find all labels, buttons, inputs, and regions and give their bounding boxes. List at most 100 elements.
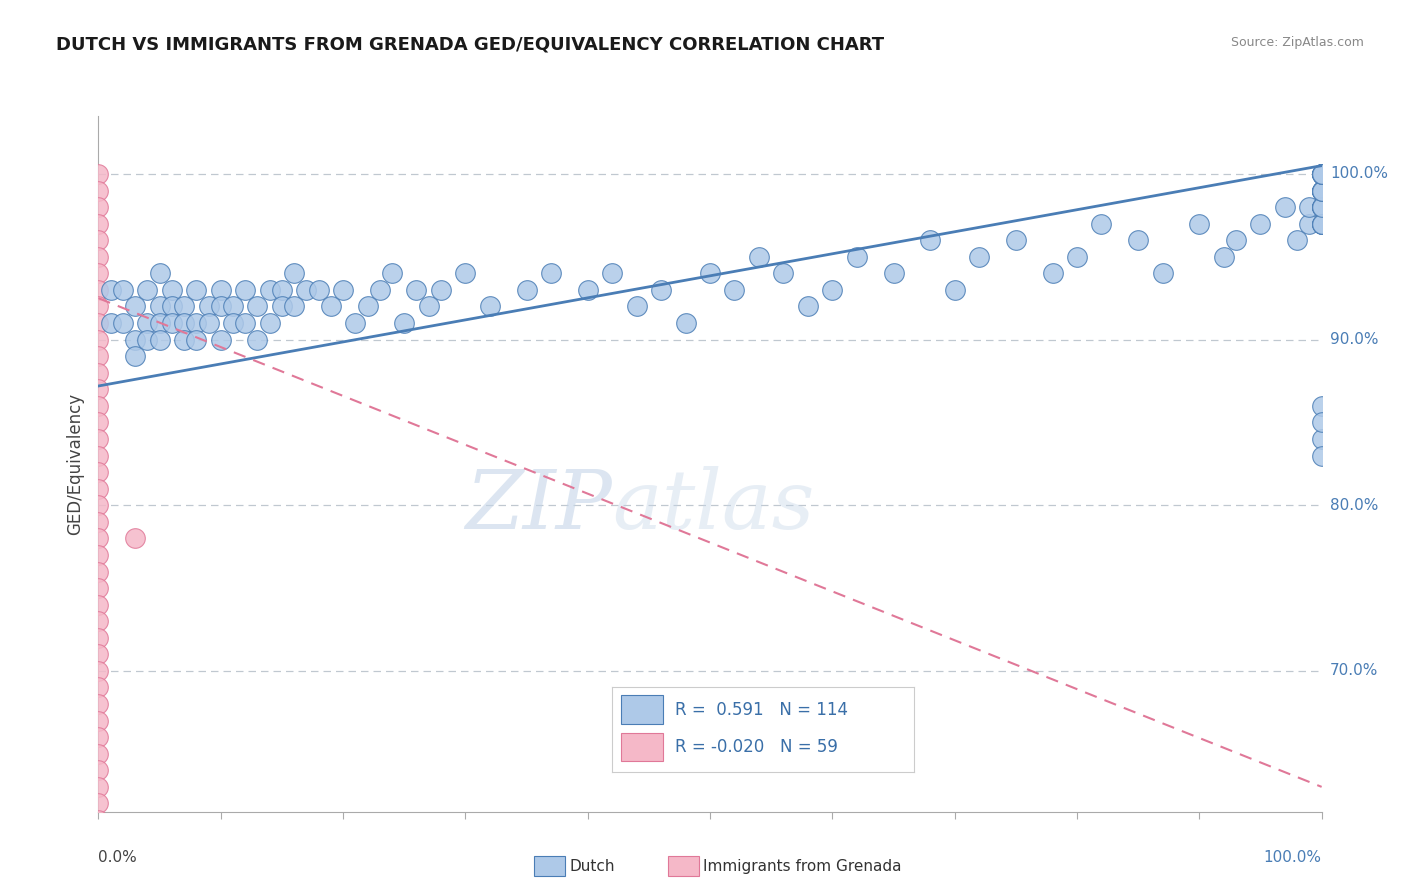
Point (1249, 217, 1271, 231)
Point (283, 266, 305, 280)
Point (797, 300, 820, 314)
Point (160, 316, 183, 330)
Point (478, 300, 501, 314)
Point (149, 300, 172, 314)
Point (650, 283, 672, 297)
Text: 90.0%: 90.0% (1330, 332, 1378, 347)
Point (149, 333, 172, 347)
Point (246, 333, 269, 347)
Point (100, 283, 122, 297)
Point (87, 681, 110, 695)
Point (821, 283, 844, 297)
Point (1310, 184, 1333, 198)
Point (87, 316, 110, 330)
Point (1310, 184, 1333, 198)
Point (197, 316, 219, 330)
Point (344, 316, 367, 330)
Point (87, 846, 110, 860)
Point (883, 266, 905, 280)
Point (1042, 266, 1064, 280)
Point (1298, 200, 1320, 214)
Point (1310, 167, 1333, 181)
Point (430, 283, 453, 297)
Point (136, 333, 159, 347)
Point (233, 283, 256, 297)
Text: 70.0%: 70.0% (1330, 664, 1378, 679)
Point (845, 250, 868, 264)
Point (1310, 200, 1333, 214)
Point (209, 300, 232, 314)
Point (100, 316, 122, 330)
Text: DUTCH VS IMMIGRANTS FROM GRENADA GED/EQUIVALENCY CORRELATION CHART: DUTCH VS IMMIGRANTS FROM GRENADA GED/EQU… (56, 36, 884, 54)
Point (540, 266, 562, 280)
Point (283, 300, 305, 314)
Point (1310, 184, 1333, 198)
Point (197, 300, 219, 314)
Point (87, 217, 110, 231)
Point (87, 880, 110, 892)
Text: 100.0%: 100.0% (1264, 850, 1322, 865)
Point (392, 316, 416, 330)
Point (1310, 217, 1333, 231)
Point (1310, 184, 1333, 198)
Point (87, 664, 110, 678)
Point (173, 300, 195, 314)
Point (87, 432, 110, 446)
Point (246, 300, 269, 314)
Point (87, 233, 110, 247)
Point (87, 532, 110, 546)
Point (1310, 167, 1333, 181)
Text: 80.0%: 80.0% (1330, 498, 1378, 513)
Point (87, 266, 110, 280)
Point (87, 730, 110, 744)
Point (1188, 217, 1211, 231)
Point (160, 300, 183, 314)
Point (967, 250, 990, 264)
Point (699, 266, 721, 280)
Point (87, 565, 110, 579)
Point (87, 482, 110, 496)
Point (748, 250, 770, 264)
Point (1310, 167, 1333, 181)
Point (1310, 167, 1333, 181)
Point (233, 316, 256, 330)
Y-axis label: GED/Equivalency: GED/Equivalency (66, 392, 84, 535)
Point (87, 349, 110, 363)
Point (332, 283, 354, 297)
Text: Immigrants from Grenada: Immigrants from Grenada (703, 859, 901, 873)
Point (1310, 200, 1333, 214)
Point (87, 813, 110, 827)
Point (124, 300, 146, 314)
Point (87, 747, 110, 761)
Point (149, 316, 172, 330)
Point (368, 283, 391, 297)
Point (87, 697, 110, 711)
Point (186, 316, 208, 330)
Point (186, 333, 208, 347)
Bar (620, 732, 664, 762)
Point (1298, 217, 1320, 231)
Point (111, 316, 134, 330)
Point (87, 382, 110, 396)
Text: 100.0%: 100.0% (1330, 167, 1388, 181)
Point (87, 714, 110, 728)
Point (124, 532, 146, 546)
Point (1310, 184, 1333, 198)
Point (160, 283, 183, 297)
Point (87, 764, 110, 778)
Point (454, 266, 477, 280)
Point (87, 465, 110, 479)
Point (87, 250, 110, 264)
Point (626, 300, 648, 314)
Point (1310, 167, 1333, 181)
Point (173, 333, 195, 347)
Point (87, 614, 110, 628)
Point (1274, 200, 1296, 214)
Point (295, 283, 318, 297)
Point (87, 498, 110, 512)
Point (1310, 217, 1333, 231)
Point (1310, 167, 1333, 181)
Point (1310, 217, 1333, 231)
Point (920, 233, 942, 247)
Point (1310, 200, 1333, 214)
